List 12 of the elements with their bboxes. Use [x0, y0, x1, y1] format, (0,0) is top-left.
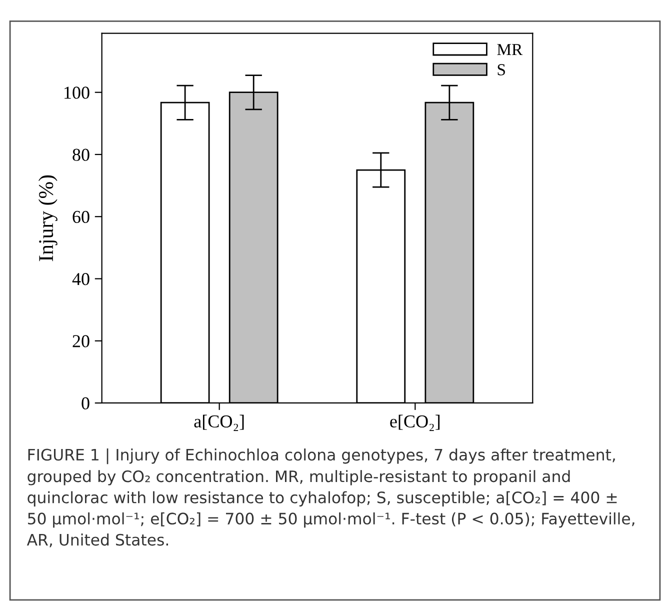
y-axis-title: Injury (%) — [38, 175, 58, 262]
y-tick-label: 100 — [64, 86, 90, 99]
caption: FIGURE 1 | Injury of Echinochloa colona genotypes, 7 days after treatment, grouped by CO₂ concentration. MR, multiple-resistant to propanil and quinclorac with low resistance to cyhalofop; S, susceptible; a[CO₂] = 400 ± 50 µmol·mol⁻¹; e[CO₂] = 700 ± 50 µmol·mol⁻¹. F-test (P < 0.05); Fayetteville, AR, United States. — [26, 448, 634, 548]
x-tick-label: e[CO₂] — [390, 414, 440, 431]
x-tick-label: a[CO₂] — [194, 414, 244, 431]
legend-label: MR — [497, 44, 523, 55]
y-tick-label: 80 — [72, 148, 90, 161]
y-tick-label: 0 — [82, 397, 90, 410]
legend-label: S — [498, 64, 505, 76]
y-tick-label: 60 — [72, 210, 90, 224]
y-tick-label: 40 — [72, 272, 90, 286]
y-tick-label: 20 — [72, 335, 90, 348]
